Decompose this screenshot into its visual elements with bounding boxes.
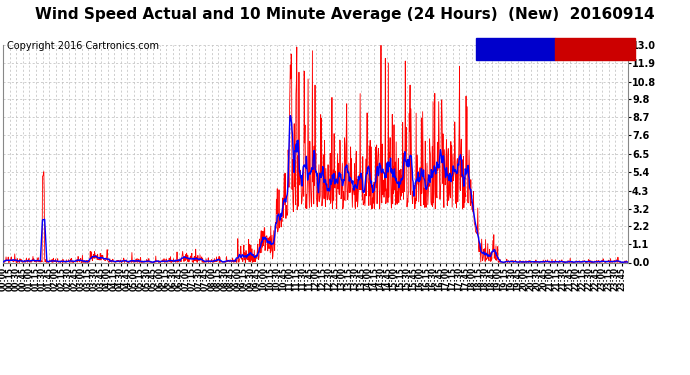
Text: 10 Min Avg (mph): 10 Min Avg (mph) [480, 44, 569, 53]
Text: Wind Speed Actual and 10 Minute Average (24 Hours)  (New)  20160914: Wind Speed Actual and 10 Minute Average … [35, 8, 655, 22]
Text: Wind (mph): Wind (mph) [559, 44, 618, 53]
Text: Copyright 2016 Cartronics.com: Copyright 2016 Cartronics.com [7, 41, 159, 51]
